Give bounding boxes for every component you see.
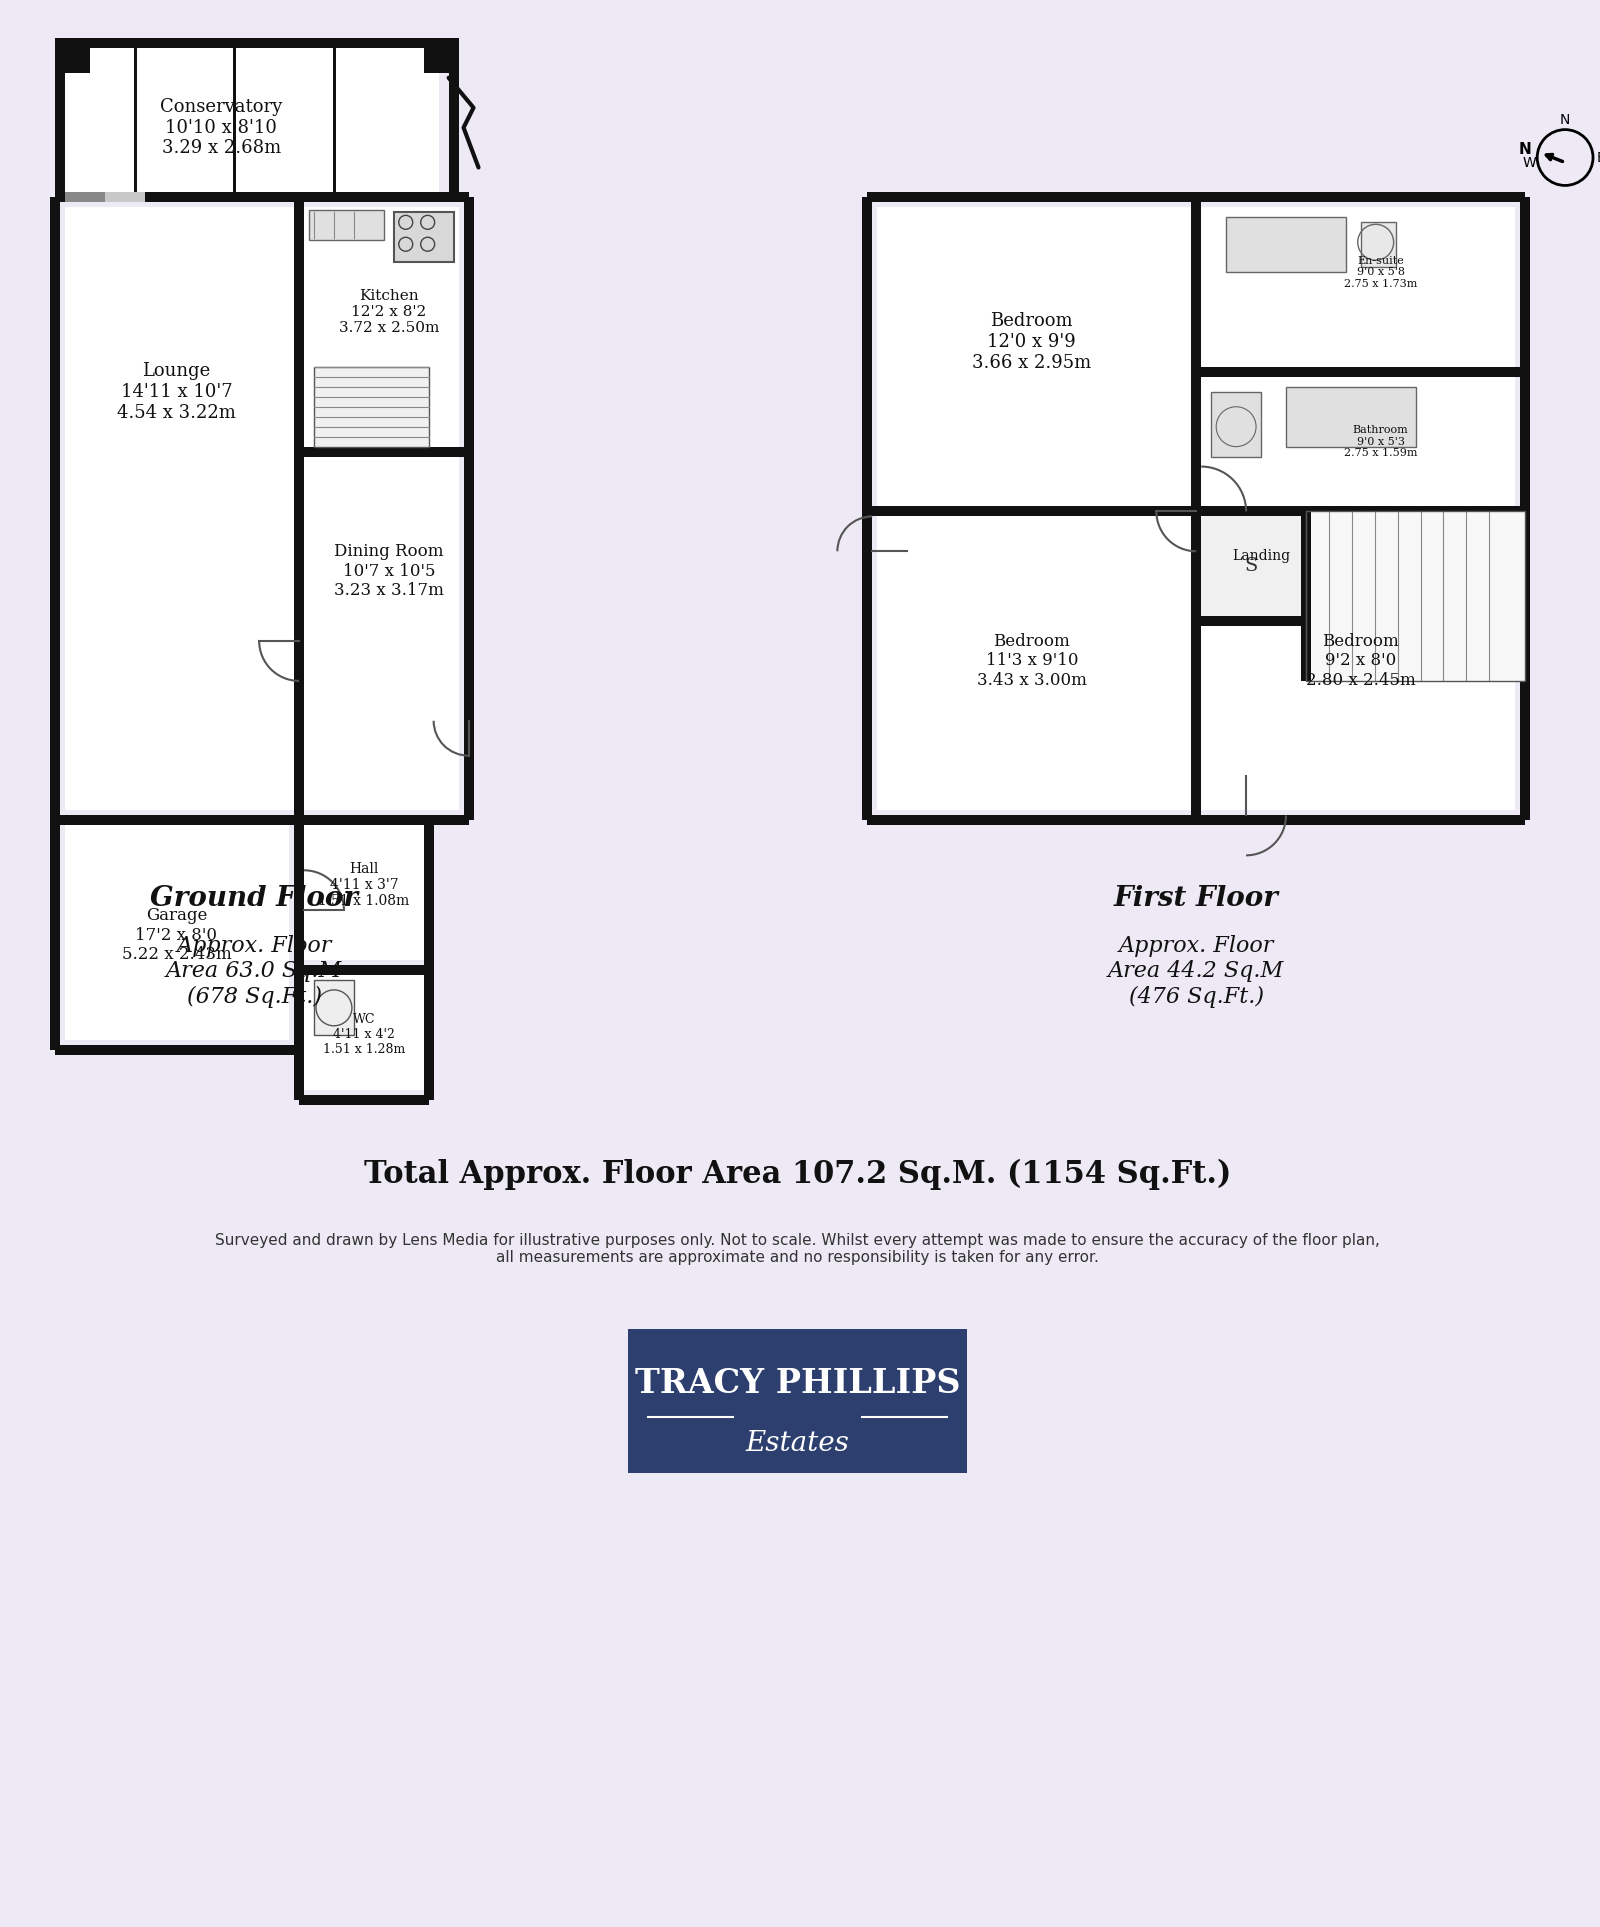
- Text: N: N: [1560, 112, 1570, 127]
- Bar: [1360, 222, 1395, 268]
- Bar: [1197, 617, 1306, 626]
- Bar: [64, 193, 144, 202]
- Text: First Floor: First Floor: [1114, 884, 1278, 911]
- Bar: [1226, 218, 1346, 272]
- Bar: [333, 39, 336, 197]
- Bar: [867, 507, 1197, 516]
- Bar: [50, 821, 59, 1050]
- Bar: [394, 212, 453, 262]
- Bar: [1226, 218, 1346, 272]
- Bar: [54, 39, 64, 197]
- Bar: [1197, 507, 1525, 516]
- Bar: [299, 1095, 429, 1104]
- Bar: [133, 39, 136, 197]
- Text: N: N: [1518, 143, 1531, 156]
- Text: TRACY PHILLIPS: TRACY PHILLIPS: [635, 1366, 960, 1401]
- Text: Bedroom
9'2 x 8'0
2.80 x 2.45m: Bedroom 9'2 x 8'0 2.80 x 2.45m: [1306, 632, 1416, 690]
- Bar: [64, 195, 448, 198]
- Bar: [1301, 511, 1310, 620]
- Bar: [424, 821, 434, 969]
- Bar: [1197, 507, 1310, 516]
- Bar: [54, 1044, 299, 1054]
- Bar: [64, 821, 290, 1041]
- Bar: [314, 366, 429, 447]
- Text: Conservatory
10'10 x 8'10
3.29 x 2.68m: Conservatory 10'10 x 8'10 3.29 x 2.68m: [160, 98, 283, 158]
- Bar: [464, 197, 474, 821]
- Bar: [1306, 511, 1525, 680]
- Bar: [1286, 387, 1416, 447]
- Bar: [1306, 511, 1525, 680]
- Bar: [867, 193, 1525, 202]
- Bar: [424, 39, 459, 73]
- Bar: [862, 197, 872, 821]
- Text: Bedroom
11'3 x 9'10
3.43 x 3.00m: Bedroom 11'3 x 9'10 3.43 x 3.00m: [978, 632, 1086, 690]
- Bar: [424, 969, 434, 1100]
- Bar: [1360, 222, 1395, 268]
- Bar: [314, 981, 354, 1035]
- Bar: [299, 965, 429, 975]
- Bar: [64, 48, 438, 197]
- Bar: [314, 366, 429, 447]
- Text: S: S: [1245, 557, 1258, 576]
- Bar: [1192, 197, 1202, 821]
- Bar: [294, 821, 304, 969]
- Text: Approx. Floor
Area 63.0 Sq.M
(678 Sq.Ft.): Approx. Floor Area 63.0 Sq.M (678 Sq.Ft.…: [166, 935, 342, 1008]
- Bar: [1197, 366, 1525, 378]
- Bar: [54, 39, 90, 73]
- Bar: [629, 1330, 966, 1474]
- Bar: [867, 815, 1525, 825]
- Text: Total Approx. Floor Area 107.2 Sq.M. (1154 Sq.Ft.): Total Approx. Floor Area 107.2 Sq.M. (11…: [363, 1158, 1230, 1191]
- Bar: [64, 195, 125, 198]
- Text: Lounge
14'11 x 10'7
4.54 x 3.22m: Lounge 14'11 x 10'7 4.54 x 3.22m: [117, 362, 235, 422]
- Bar: [1286, 387, 1416, 447]
- Bar: [64, 208, 459, 811]
- Bar: [1211, 391, 1261, 457]
- Text: Bedroom
12'0 x 9'9
3.66 x 2.95m: Bedroom 12'0 x 9'9 3.66 x 2.95m: [973, 312, 1091, 372]
- Bar: [309, 210, 384, 241]
- Bar: [64, 193, 104, 202]
- Bar: [54, 815, 469, 825]
- Text: Kitchen
12'2 x 8'2
3.72 x 2.50m: Kitchen 12'2 x 8'2 3.72 x 2.50m: [339, 289, 438, 335]
- Bar: [294, 197, 304, 821]
- Text: Estates: Estates: [746, 1430, 850, 1457]
- Bar: [294, 969, 304, 1100]
- Text: Ground Floor: Ground Floor: [150, 884, 358, 911]
- Text: WC
4'11 x 4'2
1.51 x 1.28m: WC 4'11 x 4'2 1.51 x 1.28m: [323, 1014, 405, 1056]
- Text: En-suite
9'0 x 5'8
2.75 x 1.73m: En-suite 9'0 x 5'8 2.75 x 1.73m: [1344, 256, 1418, 289]
- Text: Garage
17'2 x 8'0
5.22 x 2.43m: Garage 17'2 x 8'0 5.22 x 2.43m: [122, 908, 232, 964]
- Text: Surveyed and drawn by Lens Media for illustrative purposes only. Not to scale. W: Surveyed and drawn by Lens Media for ill…: [214, 1233, 1379, 1266]
- Bar: [304, 969, 424, 1089]
- Text: Bathroom
9'0 x 5'3
2.75 x 1.59m: Bathroom 9'0 x 5'3 2.75 x 1.59m: [1344, 426, 1418, 459]
- Text: Landing: Landing: [1232, 549, 1290, 563]
- Bar: [1211, 391, 1261, 457]
- Text: Dining Room
10'7 x 10'5
3.23 x 3.17m: Dining Room 10'7 x 10'5 3.23 x 3.17m: [334, 543, 443, 599]
- Text: Approx. Floor
Area 44.2 Sq.M
(476 Sq.Ft.): Approx. Floor Area 44.2 Sq.M (476 Sq.Ft.…: [1109, 935, 1285, 1008]
- Bar: [1301, 511, 1310, 680]
- Bar: [54, 39, 448, 48]
- Text: Hall
4'11 x 3'7
1.51 x 1.08m: Hall 4'11 x 3'7 1.51 x 1.08m: [318, 861, 410, 908]
- Bar: [877, 208, 1515, 811]
- Text: W: W: [1522, 156, 1536, 170]
- Bar: [1520, 197, 1530, 821]
- Bar: [448, 39, 459, 197]
- Bar: [50, 197, 59, 821]
- Bar: [299, 447, 469, 457]
- Bar: [1202, 516, 1301, 617]
- Text: E: E: [1597, 150, 1600, 164]
- Bar: [54, 193, 469, 202]
- Bar: [234, 39, 237, 197]
- Bar: [309, 210, 384, 241]
- Bar: [294, 821, 304, 1050]
- Bar: [304, 821, 424, 960]
- Bar: [394, 212, 453, 262]
